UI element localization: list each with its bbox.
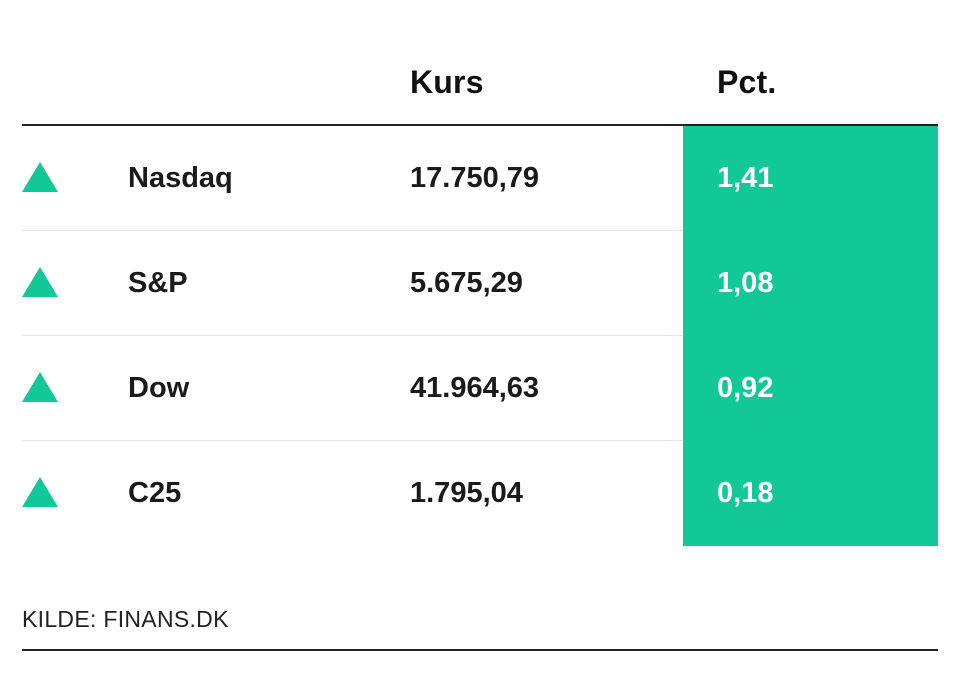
index-name: S&P — [128, 267, 188, 299]
triangle-up-icon — [22, 162, 58, 192]
table-header: Kurs Pct. — [22, 0, 938, 126]
kurs-value: 17.750,79 — [410, 162, 540, 194]
table-row: Dow 41.964,63 0,92 — [22, 336, 938, 441]
pct-cell: 1,41 — [683, 126, 938, 231]
pct-value: 0,92 — [717, 372, 774, 404]
kurs-value: 41.964,63 — [410, 372, 540, 404]
table-row: C25 1.795,04 0,18 — [22, 441, 938, 546]
kurs-value: 5.675,29 — [410, 267, 523, 299]
index-name: Nasdaq — [128, 162, 233, 194]
pct-cell: 0,18 — [683, 441, 938, 546]
pct-cell: 0,92 — [683, 336, 938, 441]
triangle-up-icon — [22, 267, 58, 297]
triangle-up-icon — [22, 372, 58, 402]
pct-cell: 1,08 — [683, 231, 938, 336]
index-name: C25 — [128, 477, 182, 509]
kurs-value: 1.795,04 — [410, 477, 523, 509]
source-label: KILDE: FINANS.DK — [22, 606, 229, 632]
table-row: Nasdaq 17.750,79 1,41 — [22, 126, 938, 231]
triangle-up-icon — [22, 477, 58, 507]
table-body: Nasdaq 17.750,79 1,41 S&P 5.675,29 1,08 Dow 41.… — [22, 126, 938, 546]
pct-value: 1,08 — [717, 267, 774, 299]
pct-value: 0,18 — [717, 477, 774, 509]
index-table: Kurs Pct. Nasdaq 17.750,79 1,41 S&P 5.675,29… — [22, 0, 938, 546]
column-header-pct: Pct. — [717, 64, 777, 100]
column-header-kurs: Kurs — [410, 64, 484, 100]
bottom-divider — [22, 649, 938, 651]
index-name: Dow — [128, 372, 190, 404]
table-row: S&P 5.675,29 1,08 — [22, 231, 938, 336]
pct-value: 1,41 — [717, 162, 774, 194]
